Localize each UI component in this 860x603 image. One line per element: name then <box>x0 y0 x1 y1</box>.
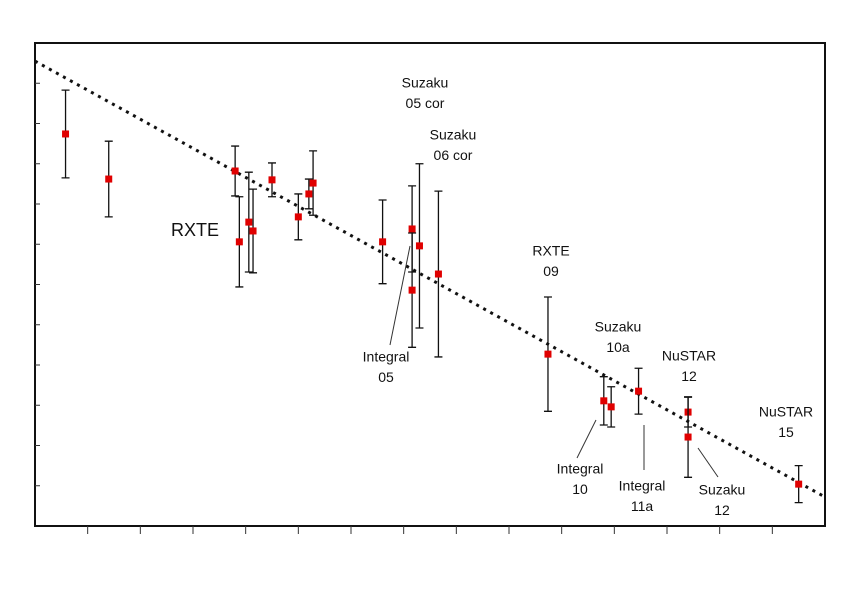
annotation: Suzaku <box>699 482 746 498</box>
annotation: Suzaku <box>430 127 477 143</box>
data-point <box>600 397 608 405</box>
data-point <box>268 176 276 184</box>
leader-line <box>576 419 597 459</box>
data-point <box>309 179 317 187</box>
annotation: RXTE <box>532 243 569 259</box>
data-point <box>635 387 643 395</box>
data-point <box>62 130 70 138</box>
data-point <box>408 286 416 294</box>
data-point <box>305 190 313 198</box>
annotation: 12 <box>681 368 697 384</box>
annotation: 15 <box>778 424 794 440</box>
annotation: 10 <box>572 481 588 497</box>
annotation: 11a <box>631 498 654 514</box>
annotation: 05 cor <box>406 95 445 111</box>
data-point <box>434 270 442 278</box>
annotation: Integral <box>619 478 666 494</box>
data-point <box>294 213 302 221</box>
leader-line <box>389 245 411 346</box>
annotation: 12 <box>714 502 730 518</box>
annotation: Integral <box>363 349 410 365</box>
data-point <box>231 167 239 175</box>
annotation: Suzaku <box>595 319 642 335</box>
annotation: RXTE <box>171 220 219 240</box>
plot-frame <box>34 42 826 527</box>
data-point <box>415 242 423 250</box>
data-point <box>235 238 243 246</box>
data-point <box>544 350 552 358</box>
data-point <box>105 175 113 183</box>
annotation: 06 cor <box>434 147 473 163</box>
data-point <box>408 225 416 233</box>
data-point <box>249 227 257 235</box>
annotation: NuSTAR <box>759 404 813 420</box>
data-point <box>607 403 615 411</box>
data-point <box>379 238 387 246</box>
leader-line <box>697 447 719 478</box>
annotation: Integral <box>557 461 604 477</box>
data-point <box>245 218 253 226</box>
annotation: Suzaku <box>402 75 449 91</box>
annotation: NuSTAR <box>662 348 716 364</box>
annotation: 05 <box>378 369 394 385</box>
annotation: 09 <box>543 263 559 279</box>
leader-lines <box>389 245 719 478</box>
data-point <box>684 433 692 441</box>
data-point <box>795 480 803 488</box>
annotation: 10a <box>606 339 630 355</box>
